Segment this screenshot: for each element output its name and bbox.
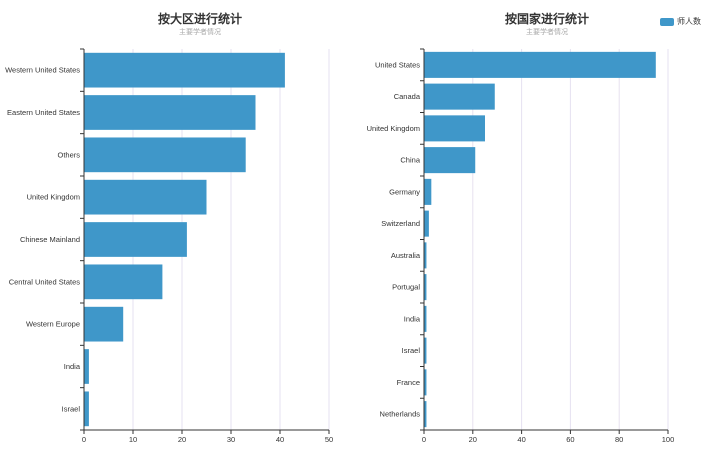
left-bar[interactable]: [84, 137, 246, 173]
right-x-tick-label: 60: [566, 435, 574, 444]
left-category-label: United Kingdom: [27, 193, 80, 202]
right-x-tick-label: 40: [517, 435, 525, 444]
right-category-label: United States: [375, 60, 420, 69]
right-bar[interactable]: [424, 242, 427, 269]
left-bar[interactable]: [84, 391, 89, 427]
left-category-label: Western Europe: [26, 320, 80, 329]
right-bar[interactable]: [424, 115, 485, 142]
right-x-tick-label: 80: [615, 435, 623, 444]
right-chart-subtitle: 主要学者情况: [526, 29, 568, 36]
left-bar[interactable]: [84, 264, 163, 300]
right-bar[interactable]: [424, 401, 427, 428]
left-chart-title: 按大区进行统计: [157, 12, 242, 26]
legend-swatch: [660, 17, 674, 26]
right-category-label: Israel: [402, 346, 421, 355]
right-category-label: Netherlands: [380, 410, 421, 419]
left-x-tick-label: 30: [227, 435, 235, 444]
left-chart-subtitle: 主要学者情况: [179, 29, 221, 36]
right-bar[interactable]: [424, 337, 427, 364]
left-x-tick-label: 40: [276, 435, 284, 444]
right-x-tick-label: 0: [422, 435, 426, 444]
right-bar[interactable]: [424, 51, 656, 78]
right-x-tick-label: 20: [469, 435, 477, 444]
left-category-label: India: [64, 362, 81, 371]
right-bar[interactable]: [424, 178, 432, 205]
right-category-label: India: [404, 314, 421, 323]
left-x-tick-label: 0: [82, 435, 86, 444]
left-bar[interactable]: [84, 179, 207, 215]
left-bar[interactable]: [84, 306, 124, 342]
right-category-label: Switzerland: [381, 219, 420, 228]
right-category-label: United Kingdom: [367, 124, 420, 133]
left-x-tick-label: 20: [178, 435, 186, 444]
left-category-label: Chinese Mainland: [20, 235, 80, 244]
left-category-label: Israel: [62, 404, 81, 413]
right-x-tick-label: 100: [662, 435, 675, 444]
left-bar[interactable]: [84, 349, 89, 384]
left-bar[interactable]: [84, 52, 285, 88]
right-bar[interactable]: [424, 305, 427, 332]
left-x-tick-label: 50: [325, 435, 333, 444]
right-category-label: Canada: [394, 92, 421, 101]
right-category-label: Germany: [389, 187, 420, 196]
left-category-label: Western United States: [5, 66, 80, 75]
left-category-label: Central United States: [9, 277, 81, 286]
right-bar[interactable]: [424, 210, 429, 237]
right-category-label: Australia: [391, 251, 421, 260]
left-category-label: Others: [57, 150, 80, 159]
left-bar[interactable]: [84, 95, 256, 130]
right-bar[interactable]: [424, 147, 476, 174]
right-category-label: France: [397, 378, 420, 387]
right-category-label: Portugal: [392, 283, 420, 292]
left-bar[interactable]: [84, 222, 187, 257]
left-category-label: Eastern United States: [7, 108, 80, 117]
right-category-label: China: [400, 156, 420, 165]
left-x-tick-label: 10: [129, 435, 137, 444]
right-chart-title: 按国家进行统计: [504, 12, 589, 26]
right-bar[interactable]: [424, 83, 495, 110]
right-bar[interactable]: [424, 274, 427, 301]
right-bar[interactable]: [424, 369, 427, 396]
legend-label: 师人数: [677, 17, 701, 26]
legend[interactable]: 师人数: [660, 16, 701, 27]
